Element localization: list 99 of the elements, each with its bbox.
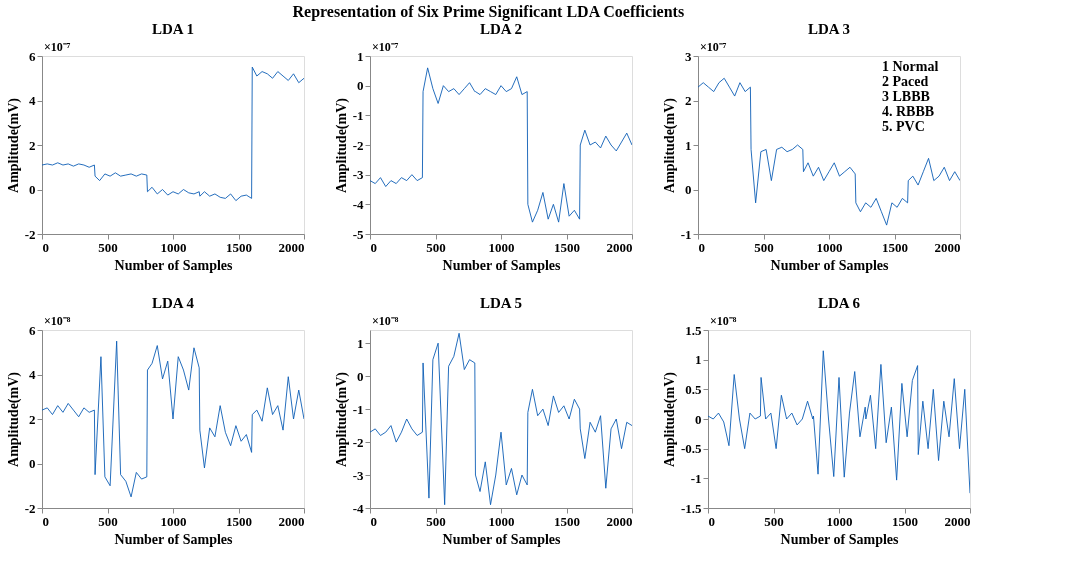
x-tick-label: 0 <box>42 513 49 529</box>
x-tick-label: 1500 <box>554 239 580 255</box>
line-series <box>370 67 632 223</box>
chart-title: LDA 6 <box>817 295 861 311</box>
x-tick-label: 1000 <box>160 239 187 255</box>
y-tick-label: -2 <box>352 434 364 450</box>
y-axis-title: Amplitude(mV) <box>333 97 350 193</box>
annotation: 4. RBBB <box>882 104 935 119</box>
y-tick-label: -4 <box>352 196 364 212</box>
y-tick-label: 0 <box>695 411 702 427</box>
annotation: 2 Paced <box>882 74 929 89</box>
y-tick-label: 0 <box>685 182 692 197</box>
y-axis-title: Amplitude(mV) <box>333 371 350 467</box>
x-axis-title: Number of Samples <box>114 257 234 273</box>
y-tick-label: 6 <box>29 48 36 64</box>
y-tick-label: 0 <box>29 456 36 471</box>
x-tick-label: 500 <box>426 513 446 529</box>
y-tick-label: 1 <box>357 48 364 64</box>
text: Representation of Six Prime Significant LDA Coefficients <box>292 2 685 21</box>
y-tick-label: 1.5 <box>685 322 702 338</box>
x-tick-label: 0 <box>708 513 715 529</box>
x-axis-title: Number of Samples <box>780 531 900 547</box>
x-axis-title: Number of Samples <box>442 531 562 547</box>
x-tick-label: 1500 <box>226 513 252 529</box>
y-tick-label: -2 <box>352 137 364 153</box>
x-tick-label: 2000 <box>934 239 961 255</box>
y-tick-label: 1 <box>357 335 364 351</box>
y-tick-label: -1 <box>690 470 702 486</box>
y-tick-label: 2 <box>29 137 36 153</box>
y-tick-label: 2 <box>29 411 36 427</box>
x-tick-label: 1000 <box>488 513 515 529</box>
x-tick-label: 1000 <box>826 513 853 529</box>
y-tick-label: -2 <box>24 500 36 516</box>
text: ×10⁻⁸ <box>710 314 737 328</box>
y-axis-title: Amplitude(mV) <box>5 97 22 193</box>
text: ×10⁻⁸ <box>44 314 71 328</box>
x-tick-label: 2000 <box>606 239 633 255</box>
y-tick-label: 0 <box>357 368 364 384</box>
x-axis-title: Number of Samples <box>114 531 234 547</box>
x-tick-label: 0 <box>370 239 377 255</box>
chart-title: LDA 2 <box>479 21 523 37</box>
chart-title: LDA 4 <box>151 295 195 311</box>
y-tick-label: 3 <box>685 48 692 64</box>
x-tick-label: 500 <box>98 239 118 255</box>
x-tick-label: 500 <box>754 239 774 255</box>
x-tick-label: 1500 <box>882 239 908 255</box>
y-axis-title: Amplitude(mV) <box>661 97 678 193</box>
y-tick-label: 0 <box>29 182 36 197</box>
text: ×10⁻⁸ <box>372 314 399 328</box>
y-tick-label: -1 <box>352 401 364 417</box>
text: ×10⁻⁷ <box>44 40 71 54</box>
x-tick-label: 0 <box>42 239 49 255</box>
x-tick-label: 2000 <box>606 513 633 529</box>
x-axis-title: Number of Samples <box>770 257 890 273</box>
y-tick-label: 0 <box>357 78 364 94</box>
x-tick-label: 2000 <box>944 513 971 529</box>
x-tick-label: 500 <box>426 239 446 255</box>
y-tick-label: -1 <box>680 226 692 242</box>
y-axis-title: Amplitude(mV) <box>661 371 678 467</box>
y-tick-label: -4 <box>352 500 364 516</box>
x-tick-label: 0 <box>370 513 377 529</box>
y-tick-label: -3 <box>352 167 364 183</box>
y-tick-label: 0.5 <box>685 381 702 397</box>
y-tick-label: -0.5 <box>680 441 702 457</box>
text: ×10⁻⁷ <box>700 40 727 54</box>
annotation: 5. PVC <box>882 119 925 134</box>
y-tick-label: 1 <box>685 137 692 153</box>
y-tick-label: 4 <box>29 93 36 108</box>
y-tick-label: -2 <box>24 226 36 242</box>
y-tick-label: -3 <box>352 467 364 483</box>
y-tick-label: -1.5 <box>680 500 702 516</box>
x-tick-label: 1500 <box>892 513 918 529</box>
annotation: 3 LBBB <box>882 89 930 104</box>
x-tick-label: 500 <box>764 513 784 529</box>
x-tick-label: 2000 <box>278 239 305 255</box>
line-series <box>42 66 304 202</box>
x-tick-label: 1500 <box>226 239 252 255</box>
x-tick-label: 1000 <box>816 239 843 255</box>
y-tick-label: 1 <box>695 352 702 368</box>
text: ×10⁻⁷ <box>372 40 399 54</box>
line-series <box>698 77 960 226</box>
chart-title: LDA 5 <box>479 295 523 311</box>
chart-title: LDA 1 <box>151 21 195 37</box>
x-tick-label: 1500 <box>554 513 580 529</box>
x-tick-label: 1000 <box>160 513 187 529</box>
line-series <box>42 340 304 498</box>
line-series <box>708 350 970 494</box>
annotation: 1 Normal <box>882 59 939 74</box>
x-tick-label: 2000 <box>278 513 305 529</box>
y-tick-label: 2 <box>685 93 692 108</box>
y-tick-label: -1 <box>352 107 364 123</box>
x-tick-label: 500 <box>98 513 118 529</box>
y-tick-label: -5 <box>352 226 364 242</box>
y-axis-title: Amplitude(mV) <box>5 371 22 467</box>
y-tick-label: 4 <box>29 367 36 382</box>
x-axis-title: Number of Samples <box>442 257 562 273</box>
y-tick-label: 6 <box>29 322 36 338</box>
x-tick-label: 1000 <box>488 239 515 255</box>
chart-title: LDA 3 <box>807 21 851 37</box>
